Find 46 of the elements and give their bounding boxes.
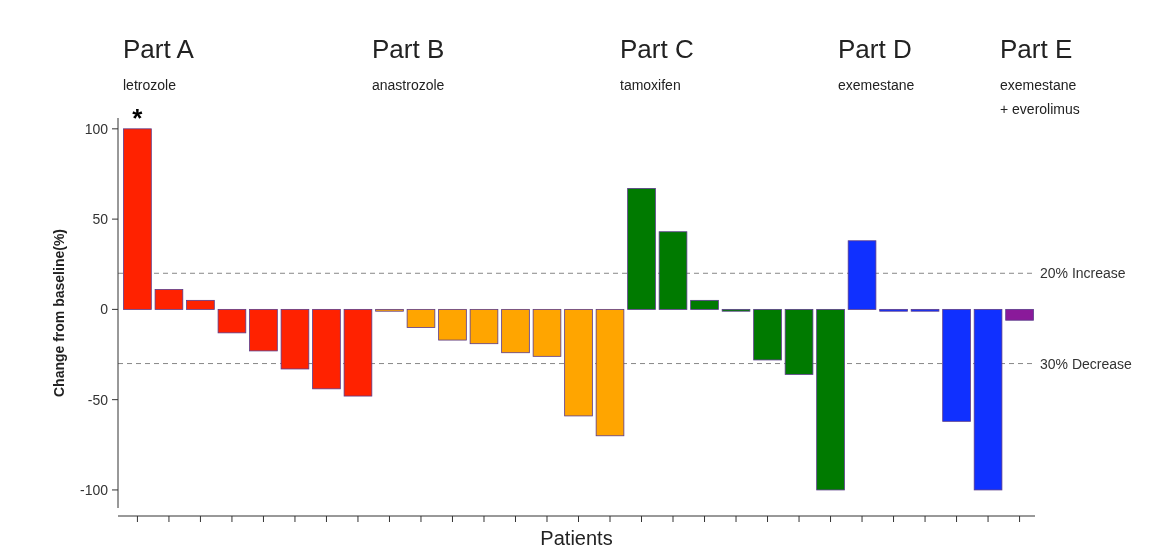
y-tick-label: -50 bbox=[87, 391, 109, 408]
bar bbox=[312, 308, 341, 390]
bar bbox=[942, 308, 971, 422]
text: tamoxifen bbox=[620, 77, 681, 93]
y-tick-label: -100 bbox=[79, 481, 109, 498]
y-tick-label: 0 bbox=[100, 301, 109, 318]
ref-line-label: 30% Decrease bbox=[1040, 355, 1133, 372]
bar bbox=[406, 308, 436, 328]
text: + everolimus bbox=[1000, 101, 1080, 117]
bar bbox=[564, 308, 593, 417]
text: exemestane bbox=[1000, 77, 1077, 93]
text: exemestane bbox=[838, 77, 915, 93]
bar bbox=[217, 308, 247, 334]
ref-line-label: 20% Increase bbox=[1040, 265, 1126, 282]
y-axis-title: Change from baseline(%) bbox=[51, 228, 67, 398]
x-axis-title: Patients bbox=[540, 527, 613, 549]
bar bbox=[280, 308, 310, 370]
bar bbox=[123, 128, 152, 310]
text: Part C bbox=[620, 34, 694, 64]
bar bbox=[658, 231, 688, 310]
text: letrozole bbox=[123, 77, 177, 93]
text: anastrozole bbox=[372, 77, 445, 93]
bar bbox=[438, 308, 467, 341]
bar bbox=[501, 308, 530, 354]
text: Part E bbox=[1000, 34, 1073, 64]
text: Part D bbox=[838, 34, 912, 64]
bar bbox=[343, 308, 373, 397]
bar bbox=[973, 308, 1003, 491]
bar bbox=[627, 188, 656, 310]
bar bbox=[249, 308, 278, 352]
bar bbox=[753, 308, 782, 361]
bar bbox=[847, 240, 877, 310]
bar bbox=[186, 299, 215, 310]
bar bbox=[690, 299, 719, 310]
bar bbox=[469, 308, 499, 345]
y-tick-label: 50 bbox=[92, 211, 109, 228]
text: Part B bbox=[372, 34, 445, 64]
text: Part A bbox=[123, 34, 195, 64]
bar bbox=[784, 308, 814, 375]
y-tick-label: 100 bbox=[84, 120, 109, 137]
bar bbox=[532, 308, 562, 357]
bar bbox=[595, 308, 625, 437]
bar bbox=[816, 308, 845, 491]
bar bbox=[154, 289, 184, 310]
annotation: * bbox=[132, 102, 144, 133]
bar bbox=[1005, 308, 1034, 321]
